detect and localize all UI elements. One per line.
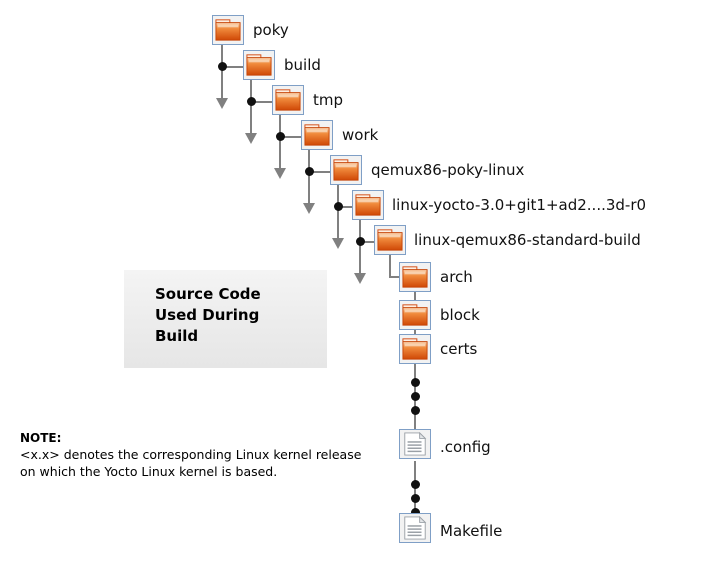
tree-node-label: .config: [440, 438, 491, 456]
folder-icon: [399, 334, 431, 364]
connector-arrow-poky: [216, 98, 228, 109]
tree-node-label: linux-qemux86-standard-build: [414, 231, 641, 249]
tree-node-label: tmp: [313, 91, 344, 109]
folder-icon: [212, 15, 244, 45]
folder-icon: [301, 120, 333, 150]
connector-dot-linuxyocto: [356, 237, 365, 246]
folder-icon: [374, 225, 406, 255]
connector-hline-tmp-work: [279, 136, 303, 138]
folder-icon: [272, 85, 304, 115]
ellipsis-dot: [411, 508, 420, 517]
connector-hline-linuxyocto-standardbuild: [359, 241, 376, 243]
connector-arrow-tmp: [274, 168, 286, 179]
connector-arrow-linuxyocto: [354, 273, 366, 284]
connector-dot-poky: [218, 62, 227, 71]
connector-arrow-build: [245, 133, 257, 144]
connector-arrow-qemux86: [332, 238, 344, 249]
folder-icon: [352, 190, 384, 220]
tree-node-label: arch: [440, 268, 473, 286]
tree-node-label: poky: [253, 21, 289, 39]
ellipsis-dot: [411, 494, 420, 503]
tree-node-label: block: [440, 306, 480, 324]
callout-text: Source Code Used During Build: [155, 285, 261, 345]
callout-source-code-box: Source Code Used During Build: [124, 270, 327, 368]
connector-vline-arch-block: [414, 292, 416, 302]
ellipsis-dot: [411, 392, 420, 401]
document-icon: [399, 513, 431, 543]
connector-arrow-work: [303, 203, 315, 214]
connector-vline-linuxyocto: [359, 220, 361, 275]
connector-vline-block-certs: [414, 330, 416, 336]
connector-dot-qemux86: [334, 202, 343, 211]
connector-vline-build: [250, 80, 252, 135]
tree-node-label: work: [342, 126, 379, 144]
connector-hline-work-qemux86: [308, 171, 332, 173]
connector-hline-qemux86-linuxyocto: [337, 206, 354, 208]
folder-icon: [399, 262, 431, 292]
tree-node-label: Makefile: [440, 522, 503, 540]
connector-dot-build: [247, 97, 256, 106]
connector-hline-build-tmp: [250, 101, 274, 103]
connector-vline-poky: [221, 45, 223, 100]
connector-dot-work: [305, 167, 314, 176]
folder-icon: [330, 155, 362, 185]
connector-dot-tmp: [276, 132, 285, 141]
connector-vline-work: [308, 150, 310, 205]
ellipsis-dot: [411, 480, 420, 489]
note-block: NOTE: <x.x> denotes the corresponding Li…: [20, 430, 380, 480]
folder-icon: [243, 50, 275, 80]
connector-vline-tmp: [279, 115, 281, 170]
connector-hline-poky-build: [221, 66, 245, 68]
tree-node-label: certs: [440, 340, 478, 358]
tree-node-label: build: [284, 56, 321, 74]
document-icon: [399, 429, 431, 459]
note-body: <x.x> denotes the corresponding Linux ke…: [20, 447, 362, 479]
tree-node-label: qemux86-poky-linux: [371, 161, 525, 179]
connector-vline-qemux86: [337, 185, 339, 240]
connector-vline-standardbuild: [389, 255, 391, 278]
note-title: NOTE:: [20, 431, 62, 445]
ellipsis-dot: [411, 378, 420, 387]
connector-hline-standardbuild-arch: [389, 276, 403, 278]
folder-icon: [399, 300, 431, 330]
tree-node-label: linux-yocto-3.0+git1+ad2....3d-r0: [392, 196, 647, 214]
ellipsis-dot: [411, 406, 420, 415]
